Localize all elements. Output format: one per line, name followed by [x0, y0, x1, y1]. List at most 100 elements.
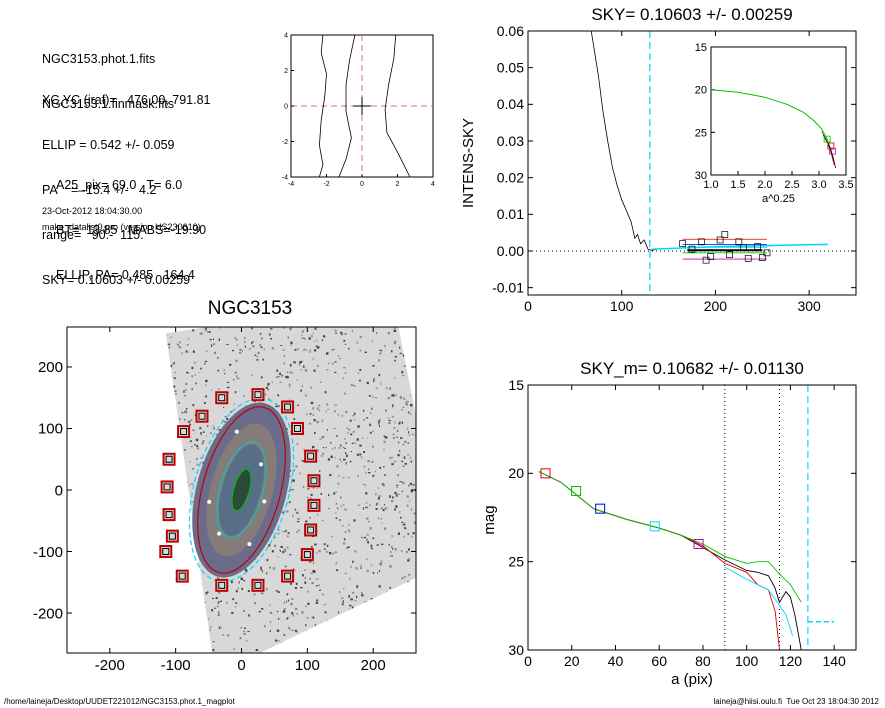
- noise-speck: [114, 452, 116, 453]
- noise-speck: [115, 375, 117, 376]
- noise-speck: [383, 435, 385, 438]
- noise-speck: [296, 512, 299, 514]
- noise-speck: [381, 483, 384, 486]
- sky-box: [290, 421, 304, 435]
- noise-speck: [189, 460, 191, 463]
- noise-speck: [354, 442, 356, 445]
- noise-speck: [372, 474, 375, 477]
- noise-speck: [351, 329, 354, 332]
- noise-speck: [283, 354, 286, 357]
- noise-speck: [194, 443, 196, 446]
- noise-speck: [402, 406, 404, 408]
- noise-speck: [102, 556, 104, 557]
- contour-x-tick-label: -4: [288, 181, 294, 188]
- noise-speck: [84, 649, 85, 650]
- noise-speck: [323, 548, 326, 550]
- noise-speck: [293, 418, 296, 420]
- noise-speck: [217, 356, 219, 359]
- noise-speck: [319, 409, 321, 412]
- noise-speck: [105, 467, 107, 469]
- noise-speck: [283, 607, 286, 610]
- noise-speck: [88, 427, 90, 429]
- noise-speck: [309, 413, 312, 415]
- noise-speck: [312, 445, 315, 449]
- inset-y-tick-label: 25: [695, 127, 707, 139]
- noise-speck: [329, 621, 332, 624]
- noise-speck: [144, 587, 146, 589]
- noise-speck: [158, 541, 160, 543]
- noise-speck: [398, 441, 400, 444]
- noise-speck: [235, 590, 238, 593]
- noise-speck: [288, 501, 291, 504]
- noise-speck: [370, 412, 372, 414]
- noise-speck: [109, 352, 111, 353]
- noise-speck: [136, 549, 138, 551]
- noise-speck: [120, 426, 121, 428]
- noise-speck: [345, 454, 348, 457]
- noise-speck: [380, 560, 383, 563]
- noise-speck: [78, 561, 79, 563]
- noise-speck: [165, 376, 166, 378]
- noise-speck: [315, 345, 318, 348]
- noise-speck: [212, 338, 214, 341]
- noise-speck: [344, 372, 347, 374]
- noise-speck: [265, 387, 268, 389]
- noise-speck: [93, 410, 95, 411]
- noise-speck: [308, 337, 311, 340]
- noise-speck: [88, 380, 90, 382]
- noise-speck: [68, 382, 69, 384]
- noise-speck: [101, 544, 102, 546]
- noise-speck: [383, 466, 385, 468]
- noise-speck: [100, 492, 101, 494]
- noise-speck: [206, 425, 209, 427]
- noise-speck: [300, 586, 303, 589]
- noise-speck: [343, 588, 345, 590]
- noise-speck: [410, 377, 413, 380]
- noise-speck: [85, 472, 86, 474]
- noise-speck: [403, 397, 406, 400]
- noise-speck: [93, 393, 95, 395]
- noise-speck: [379, 425, 381, 428]
- noise-speck: [224, 415, 227, 418]
- noise-speck: [95, 403, 96, 404]
- noise-speck: [68, 553, 69, 555]
- noise-speck: [215, 597, 218, 600]
- galaxy-x-tick-label: -200: [95, 657, 125, 674]
- noise-speck: [131, 360, 133, 361]
- noise-speck: [248, 614, 250, 617]
- galaxy-disk: [188, 397, 295, 583]
- noise-speck: [85, 577, 87, 579]
- noise-speck: [208, 618, 210, 620]
- mag-x-tick-label: 60: [651, 653, 667, 669]
- noise-speck: [180, 511, 183, 514]
- noise-speck: [148, 648, 150, 649]
- noise-speck: [127, 495, 128, 496]
- noise-speck: [171, 446, 175, 449]
- inset-marker: [829, 147, 836, 155]
- noise-speck: [247, 590, 250, 592]
- core-ellipse: [231, 468, 252, 512]
- noise-speck: [322, 335, 326, 338]
- noise-speck: [202, 431, 206, 433]
- noise-speck: [111, 395, 113, 397]
- contour-x-tick-label: 4: [431, 181, 435, 188]
- noise-speck: [357, 425, 360, 428]
- noise-speck: [78, 404, 79, 405]
- noise-speck: [91, 377, 92, 379]
- noise-speck: [68, 508, 70, 510]
- noise-speck: [79, 500, 81, 502]
- noise-speck: [171, 605, 173, 608]
- noise-speck: [407, 411, 410, 413]
- noise-speck: [95, 443, 97, 444]
- noise-speck: [83, 446, 84, 447]
- noise-speck: [278, 529, 280, 531]
- sky-plot-title: SKY= 0.10603 +/- 0.00259: [591, 5, 792, 24]
- noise-speck: [83, 537, 85, 539]
- noise-speck: [170, 600, 173, 603]
- mag-x-tick-label: 0: [524, 653, 532, 669]
- sky-box: [281, 400, 295, 414]
- noise-speck: [272, 567, 276, 570]
- noise-speck: [195, 606, 198, 608]
- noise-speck: [107, 389, 109, 391]
- noise-speck: [166, 583, 169, 585]
